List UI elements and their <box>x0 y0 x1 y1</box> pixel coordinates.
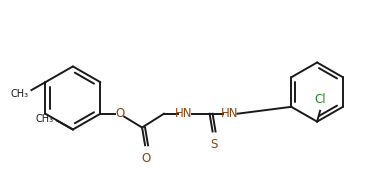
Text: O: O <box>141 152 151 165</box>
Text: S: S <box>210 138 217 151</box>
Text: HN: HN <box>175 107 193 120</box>
Text: Cl: Cl <box>314 93 326 106</box>
Text: CH₃: CH₃ <box>10 89 29 99</box>
Text: O: O <box>116 107 125 120</box>
Text: CH₃: CH₃ <box>36 114 54 124</box>
Text: HN: HN <box>221 107 238 120</box>
